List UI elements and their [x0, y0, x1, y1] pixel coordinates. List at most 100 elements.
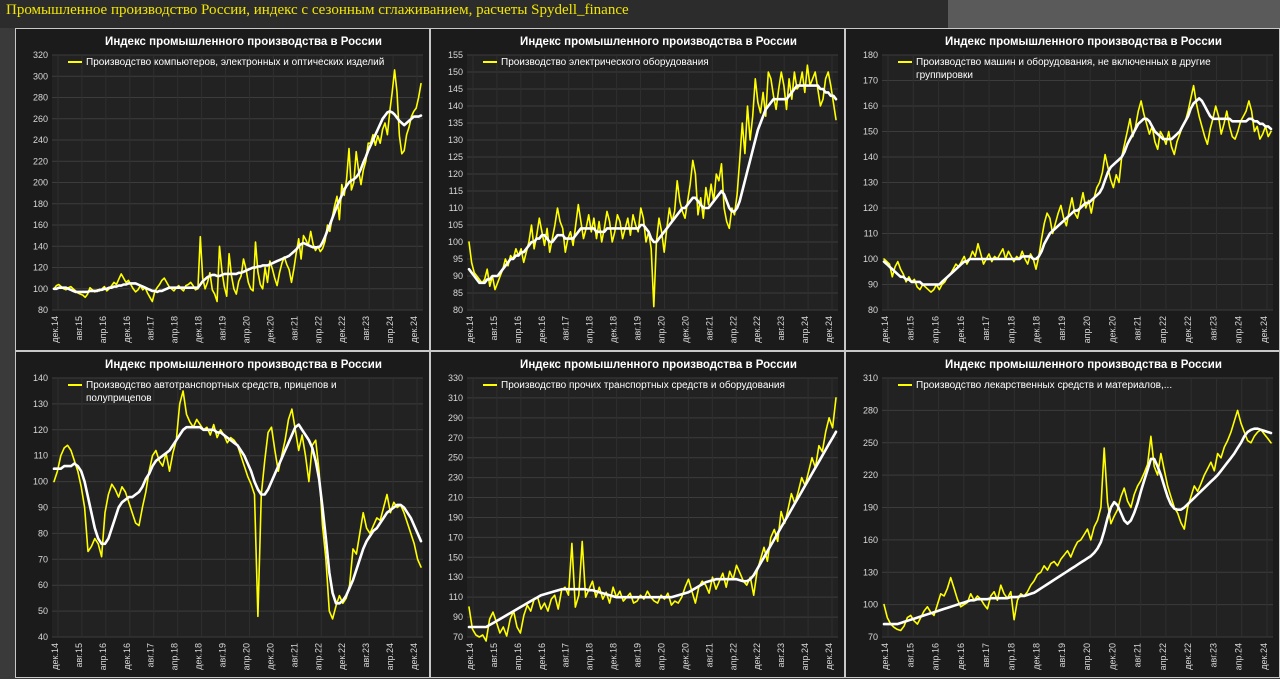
x-tick-label: апр.24 [800, 316, 810, 343]
y-tick-label: 130 [448, 135, 463, 145]
x-tick-label: дек.14 [465, 643, 475, 670]
series-line-raw [53, 69, 422, 303]
y-tick-label: 90 [868, 280, 878, 290]
x-tick-label: апр.20 [1082, 643, 1092, 670]
x-tick-label: авг.15 [905, 643, 915, 667]
x-tick-label: авг.19 [633, 643, 643, 667]
x-tick-label: апр.16 [513, 316, 523, 343]
x-tick-label: дек.14 [880, 643, 890, 670]
x-tick-label: авг.19 [1057, 316, 1067, 340]
chart-title: Индекс промышленного производства в Росс… [105, 359, 382, 371]
chart-panel-5: 70 90 110 130 150 170 190 210 230 250 270 290 310 330… [430, 351, 845, 678]
y-tick-label: 180 [33, 199, 48, 209]
x-tick-label: апр.16 [98, 316, 108, 343]
x-tick-label: апр.18 [170, 643, 180, 670]
x-tick-label: дек.20 [1107, 643, 1117, 670]
legend-label: Производство компьютеров, электронных и … [86, 57, 384, 68]
x-tick-label: дек.16 [537, 643, 547, 670]
legend-label: Производство прочих транспортных средств… [501, 379, 785, 391]
chart-svg: 70 90 110 130 150 170 190 210 230 250 270 290 310 330… [448, 359, 838, 670]
y-tick-label: 330 [448, 373, 463, 383]
x-tick-label: дек.22 [337, 643, 347, 670]
x-tick-label: авг.17 [146, 643, 156, 667]
x-tick-label: авг.21 [1133, 316, 1143, 340]
y-tick-label: 115 [449, 186, 463, 196]
y-tick-label: 150 [448, 552, 463, 562]
x-tick-label: авг.23 [1208, 316, 1218, 340]
x-tick-label: апр.22 [313, 643, 323, 670]
y-tick-label: 70 [868, 632, 878, 642]
y-tick-label: 280 [33, 93, 48, 103]
y-tick-label: 240 [33, 135, 48, 145]
x-tick-label: дек.20 [1107, 316, 1117, 343]
y-tick-label: 220 [863, 470, 878, 480]
y-tick-label: 170 [448, 532, 463, 542]
y-tick-label: 90 [38, 503, 48, 513]
series-line-smoothed [467, 430, 838, 629]
x-tick-label: авг.15 [74, 643, 84, 667]
x-tick-label: дек.16 [956, 316, 966, 343]
y-tick-label: 100 [33, 477, 48, 487]
y-tick-label: 100 [863, 254, 878, 264]
chart-title: Индекс промышленного производства в Росс… [520, 36, 797, 48]
y-tick-label: 100 [448, 237, 463, 247]
x-tick-label: авг.19 [218, 643, 228, 667]
x-tick-label: апр.22 [1158, 316, 1168, 343]
chart-panel-1: 80 100 120 140 160 180 200 220 240 260 280 300 320 де… [15, 28, 430, 351]
x-tick-label: дек.14 [880, 316, 890, 343]
x-tick-label: авг.19 [633, 316, 643, 340]
x-tick-label: дек.24 [824, 316, 834, 343]
chart-svg: 80 100 120 140 160 180 200 220 240 260 280 300 320 де… [33, 36, 423, 343]
x-tick-label: авг.15 [489, 643, 499, 667]
x-tick-label: авг.23 [776, 643, 786, 667]
x-tick-label: апр.24 [385, 316, 395, 343]
series-line-smoothed [52, 423, 423, 605]
y-tick-label: 320 [33, 50, 48, 60]
x-tick-label: дек.16 [122, 643, 132, 670]
x-tick-label: апр.16 [98, 643, 108, 670]
x-tick-label: апр.18 [170, 316, 180, 343]
y-tick-label: 230 [448, 473, 463, 483]
legend-label: полуприцепов [86, 393, 152, 404]
y-tick-label: 160 [863, 535, 878, 545]
y-tick-label: 250 [448, 453, 463, 463]
x-tick-label: дек.20 [265, 643, 275, 670]
x-tick-label: дек.22 [752, 643, 762, 670]
x-tick-label: дек.24 [1259, 643, 1269, 670]
y-tick-label: 80 [38, 305, 48, 315]
y-tick-label: 250 [863, 438, 878, 448]
title-band-light [948, 0, 1280, 28]
chart-svg: 40 50 60 70 80 90 100 110 120 130 140 дек.14 авг.15 а… [33, 359, 423, 670]
chart-svg: 80 85 90 95 100 105 110 115 120 125 130 135 140 145 15… [448, 36, 838, 343]
y-tick-label: 80 [868, 305, 878, 315]
x-tick-label: авг.19 [218, 316, 228, 340]
y-tick-label: 200 [33, 178, 48, 188]
plot-area [467, 378, 838, 637]
x-tick-label: авг.23 [361, 643, 371, 667]
y-tick-label: 80 [453, 305, 463, 315]
x-tick-label: дек.16 [956, 643, 966, 670]
x-tick-label: апр.18 [585, 316, 595, 343]
series-line-raw [468, 64, 837, 308]
y-tick-label: 110 [449, 203, 463, 213]
y-tick-label: 280 [863, 405, 878, 415]
page-title: Промышленное производство России, индекс… [6, 2, 629, 18]
y-tick-label: 190 [448, 512, 463, 522]
x-tick-label: авг.15 [489, 316, 499, 340]
x-tick-label: апр.18 [585, 643, 595, 670]
y-tick-label: 145 [448, 84, 463, 94]
series-line-smoothed [882, 97, 1273, 286]
x-tick-label: дек.24 [409, 316, 419, 343]
y-tick-label: 140 [33, 241, 48, 251]
y-tick-label: 130 [863, 567, 878, 577]
x-tick-label: апр.24 [1234, 643, 1244, 670]
chart-title: Индекс промышленного производства в Росс… [105, 36, 382, 48]
series-line-smoothed [52, 110, 423, 294]
x-tick-label: апр.24 [1234, 316, 1244, 343]
y-tick-label: 95 [453, 254, 463, 264]
x-tick-label: авг.21 [289, 643, 299, 667]
x-tick-label: авг.15 [74, 316, 84, 340]
legend-label: Производство лекарственных средств и мат… [916, 380, 1172, 391]
y-tick-label: 120 [33, 425, 48, 435]
